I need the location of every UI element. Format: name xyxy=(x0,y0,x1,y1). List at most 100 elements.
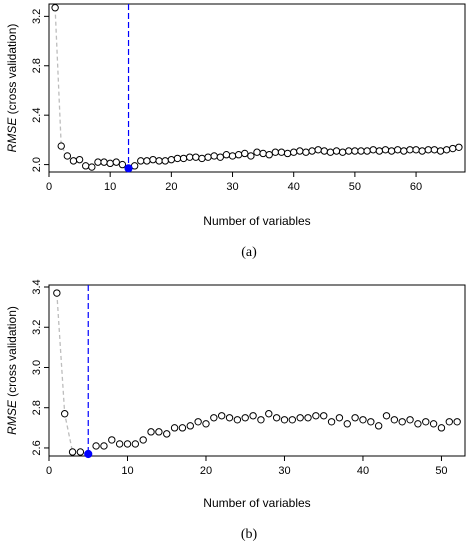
data-point xyxy=(302,148,310,156)
optimum-point xyxy=(124,164,133,173)
x-tick-label: 50 xyxy=(435,465,447,477)
data-point xyxy=(296,147,304,155)
trend-dashed-line xyxy=(56,293,89,455)
data-point xyxy=(265,410,273,418)
data-point xyxy=(69,157,78,165)
data-point xyxy=(186,422,194,430)
data-point xyxy=(259,149,267,158)
data-point xyxy=(76,448,85,456)
data-point xyxy=(210,152,218,160)
data-point xyxy=(345,147,353,155)
x-axis-title: Number of variables xyxy=(203,496,310,510)
data-point xyxy=(398,418,406,426)
y-tick-label: 2.4 xyxy=(31,108,43,123)
data-point xyxy=(359,416,367,424)
data-point xyxy=(290,148,298,156)
data-point xyxy=(186,153,194,161)
data-point xyxy=(106,159,114,168)
data-point xyxy=(233,416,242,424)
data-point xyxy=(167,155,176,164)
data-point xyxy=(82,162,90,170)
data-point xyxy=(430,146,439,154)
data-point xyxy=(204,153,212,161)
data-point xyxy=(304,414,312,422)
y-axis-title-italic: RMSE xyxy=(5,117,19,153)
data-point xyxy=(137,157,145,165)
panel-label: (a) xyxy=(241,245,257,260)
y-axis-title-rest: (cross validation) xyxy=(5,306,19,400)
optimum-point xyxy=(84,449,93,459)
data-point xyxy=(314,146,322,154)
data-point xyxy=(94,158,102,166)
data-point xyxy=(436,147,445,155)
data-point xyxy=(320,412,328,420)
data-point xyxy=(118,160,127,169)
data-point xyxy=(288,416,297,424)
x-tick-label: 20 xyxy=(165,181,177,193)
data-point xyxy=(414,420,422,428)
data-point xyxy=(369,146,377,154)
data-point xyxy=(308,147,316,155)
data-point xyxy=(280,416,289,424)
y-tick-label: 3.4 xyxy=(31,279,43,294)
data-point xyxy=(247,152,255,160)
plot-frame xyxy=(48,3,466,173)
data-point xyxy=(332,147,341,155)
data-point xyxy=(442,146,451,154)
data-point xyxy=(60,410,69,418)
data-point xyxy=(375,147,384,155)
data-point xyxy=(277,148,286,156)
data-point xyxy=(234,151,243,159)
data-point xyxy=(155,428,163,436)
data-point xyxy=(131,440,140,448)
x-tick-label: 40 xyxy=(288,181,300,193)
data-point xyxy=(253,148,261,156)
data-point xyxy=(335,414,344,422)
data-point xyxy=(225,414,234,422)
data-point xyxy=(271,148,280,156)
x-axis-title: Number of variables xyxy=(203,214,310,228)
x-tick-label: 60 xyxy=(410,181,422,193)
data-point xyxy=(327,418,336,426)
data-point xyxy=(112,158,120,166)
data-point xyxy=(320,147,328,155)
data-point xyxy=(445,418,454,426)
data-point xyxy=(75,155,84,164)
data-point xyxy=(198,154,206,163)
data-point xyxy=(387,147,396,155)
data-point xyxy=(338,148,347,156)
data-point xyxy=(424,146,432,154)
data-point xyxy=(222,151,231,159)
data-point xyxy=(312,412,320,420)
data-point xyxy=(367,418,375,426)
x-tick-label: 30 xyxy=(278,465,290,477)
data-point xyxy=(51,4,59,12)
x-tick-label: 0 xyxy=(46,181,52,193)
data-point xyxy=(422,418,430,426)
data-point xyxy=(228,152,237,160)
y-tick-label: 3.0 xyxy=(31,360,43,375)
data-point xyxy=(194,418,202,426)
chart-panel-2: 0 10 20 30 40 50 2.6 2.8 3.0 3.2 3.4 RMSE (cross va… xyxy=(5,279,466,542)
data-point xyxy=(343,420,351,428)
data-point xyxy=(210,414,218,422)
data-point xyxy=(170,424,179,432)
data-point xyxy=(57,142,65,150)
x-tick-label: 30 xyxy=(226,181,238,193)
data-point xyxy=(155,157,163,165)
chart-panel-1: 0 10 20 30 40 50 60 2.0 2.4 2.8 3.2 RMSE (cross val… xyxy=(5,3,466,260)
y-tick-label: 2.8 xyxy=(31,58,43,73)
data-point xyxy=(100,158,108,166)
data-point xyxy=(68,448,77,456)
data-point xyxy=(437,424,446,432)
data-point xyxy=(63,152,72,160)
data-point xyxy=(173,154,182,163)
x-tick-label: 0 xyxy=(46,465,52,477)
x-tick-label: 50 xyxy=(349,181,361,193)
data-point xyxy=(202,420,210,428)
data-point xyxy=(429,420,438,428)
y-tick-label: 3.2 xyxy=(31,9,43,24)
data-point xyxy=(178,424,187,432)
data-point xyxy=(382,412,391,420)
